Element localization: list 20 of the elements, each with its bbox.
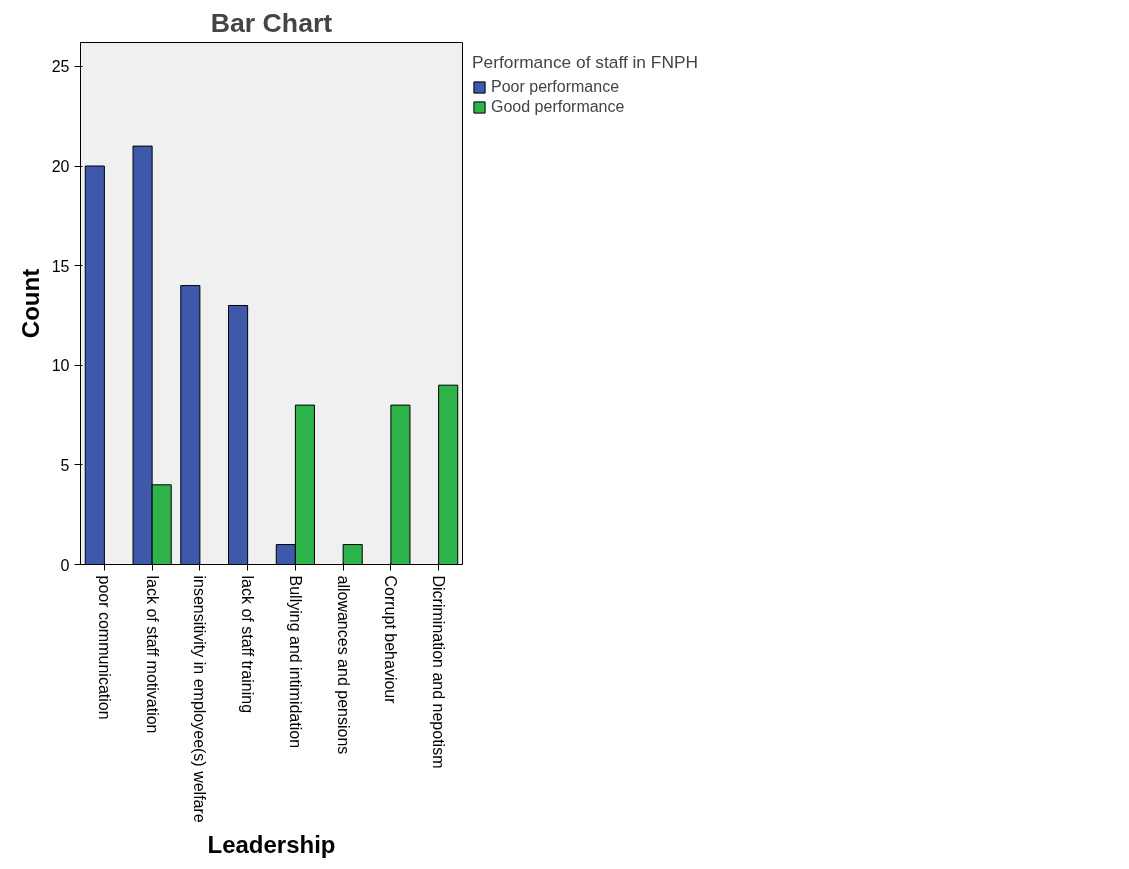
x-tick-label: lack of staff motivation	[143, 575, 161, 734]
x-tick-label: Bullying and intimidation	[286, 575, 304, 749]
x-tick-label: Dicrimination and nepotism	[430, 575, 448, 769]
x-tick-label: poor communication	[95, 575, 113, 720]
legend-label: Good performance	[491, 98, 625, 116]
y-tick-label: 25	[51, 58, 70, 76]
y-tick-label: 5	[60, 456, 70, 474]
x-tick-label: allowances and pensions	[334, 575, 352, 755]
x-tick-label: insensitivity in employee(s) welfare	[191, 575, 209, 823]
x-tick-label: lack of staff training	[239, 575, 257, 714]
x-tick-label: Corrupt behaviour	[382, 575, 400, 705]
legend-label: Poor performance	[491, 78, 620, 96]
y-axis-title: Count	[16, 268, 44, 339]
y-tick-label: 20	[51, 158, 70, 176]
y-tick-label: 10	[51, 357, 70, 375]
y-tick-label: 15	[51, 257, 70, 275]
x-axis-title: Leadership	[207, 830, 336, 858]
chart-title: Bar Chart	[210, 7, 333, 38]
y-tick-label: 0	[60, 556, 70, 574]
legend-title: Performance of staff in FNPH	[472, 52, 698, 73]
